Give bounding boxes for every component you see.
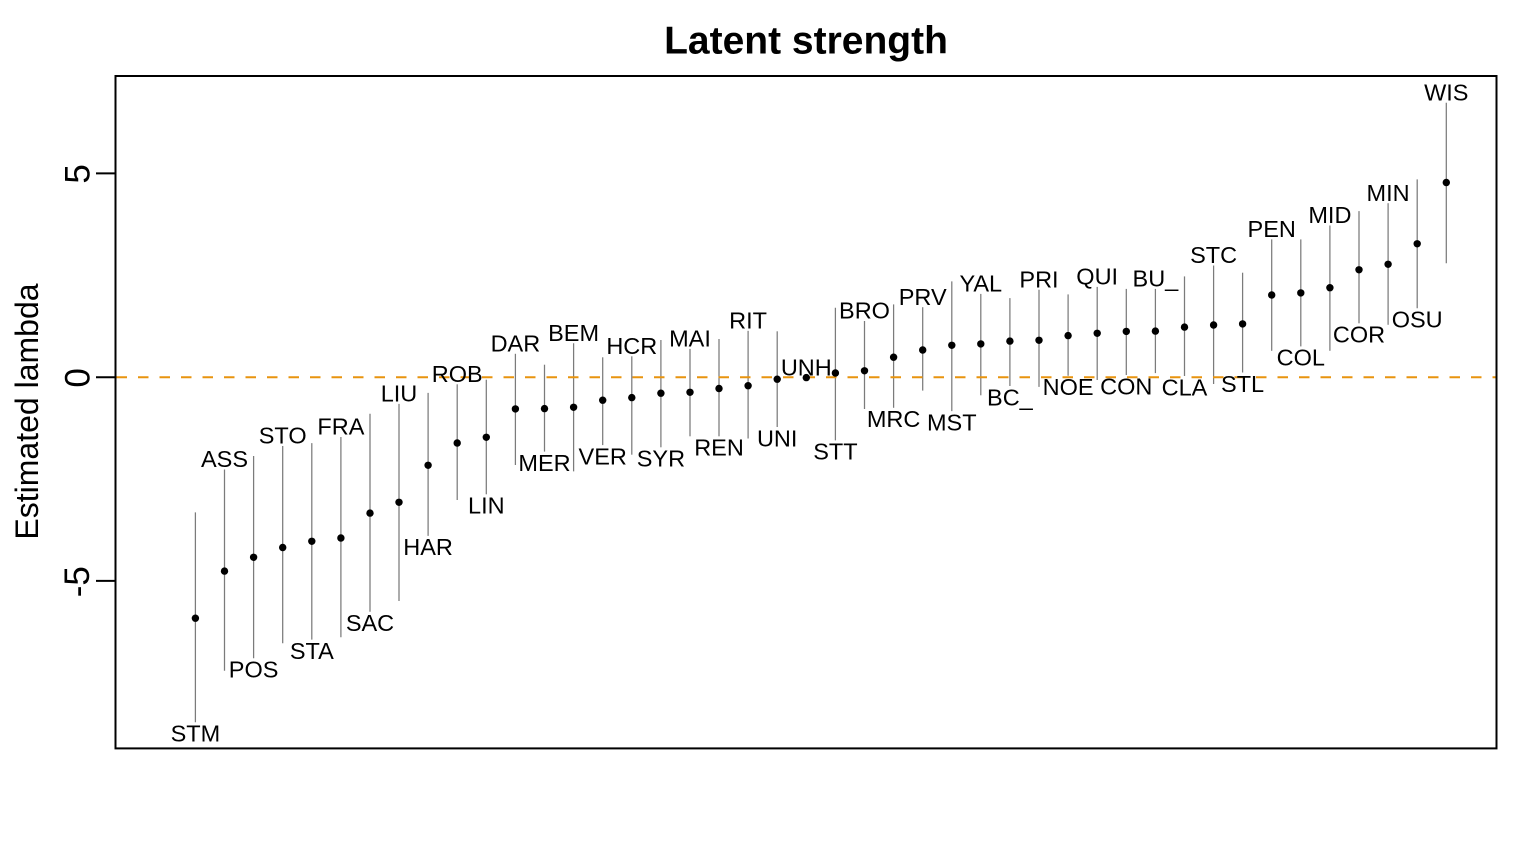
svg-text:MID: MID — [1308, 202, 1351, 228]
svg-text:5: 5 — [59, 164, 98, 183]
svg-text:HAR: HAR — [403, 534, 453, 560]
svg-text:BU_: BU_ — [1133, 266, 1180, 292]
svg-text:POS: POS — [229, 657, 279, 683]
svg-text:Latent strength: Latent strength — [664, 20, 948, 63]
svg-text:LIN: LIN — [468, 493, 505, 519]
svg-text:VER: VER — [579, 443, 627, 469]
svg-text:SAC: SAC — [346, 610, 394, 636]
svg-text:YAL: YAL — [959, 271, 1002, 297]
svg-text:QUI: QUI — [1076, 264, 1118, 290]
svg-text:ROB: ROB — [432, 361, 483, 387]
svg-text:MRC: MRC — [867, 406, 921, 432]
svg-text:UNI: UNI — [757, 425, 797, 451]
svg-text:BRO: BRO — [839, 298, 890, 324]
svg-text:PRI: PRI — [1019, 266, 1058, 292]
svg-text:OSU: OSU — [1392, 307, 1443, 333]
svg-text:STA: STA — [290, 638, 334, 664]
svg-text:NOE: NOE — [1043, 374, 1094, 400]
svg-text:WIS: WIS — [1424, 80, 1468, 106]
svg-text:UNH: UNH — [781, 354, 832, 380]
svg-text:FRA: FRA — [317, 414, 364, 440]
svg-text:COR: COR — [1333, 322, 1385, 348]
svg-text:STL: STL — [1221, 371, 1264, 397]
svg-text:STC: STC — [1190, 242, 1237, 268]
svg-text:MER: MER — [518, 450, 570, 476]
svg-text:SYR: SYR — [637, 446, 685, 472]
svg-text:PEN: PEN — [1248, 216, 1296, 242]
svg-text:CON: CON — [1100, 373, 1152, 399]
svg-text:0: 0 — [58, 368, 97, 387]
svg-text:HCR: HCR — [606, 333, 657, 359]
svg-text:LIU: LIU — [381, 381, 418, 407]
svg-text:CLA: CLA — [1162, 374, 1208, 400]
svg-text:BEM: BEM — [548, 320, 599, 346]
svg-text:PRV: PRV — [899, 284, 947, 310]
svg-text:MIN: MIN — [1367, 180, 1410, 206]
svg-text:-5: -5 — [58, 566, 97, 597]
svg-text:STM: STM — [171, 721, 221, 747]
svg-text:Estimated lambda: Estimated lambda — [9, 283, 45, 539]
svg-text:DAR: DAR — [491, 331, 541, 357]
svg-text:REN: REN — [694, 435, 744, 461]
svg-text:RIT: RIT — [729, 308, 767, 334]
svg-text:MAI: MAI — [669, 326, 711, 352]
svg-text:ASS: ASS — [201, 446, 248, 472]
svg-text:STT: STT — [813, 439, 857, 465]
svg-text:STO: STO — [259, 423, 307, 449]
svg-text:BC_: BC_ — [987, 384, 1034, 410]
svg-text:COL: COL — [1277, 345, 1325, 371]
svg-text:MST: MST — [927, 409, 977, 435]
